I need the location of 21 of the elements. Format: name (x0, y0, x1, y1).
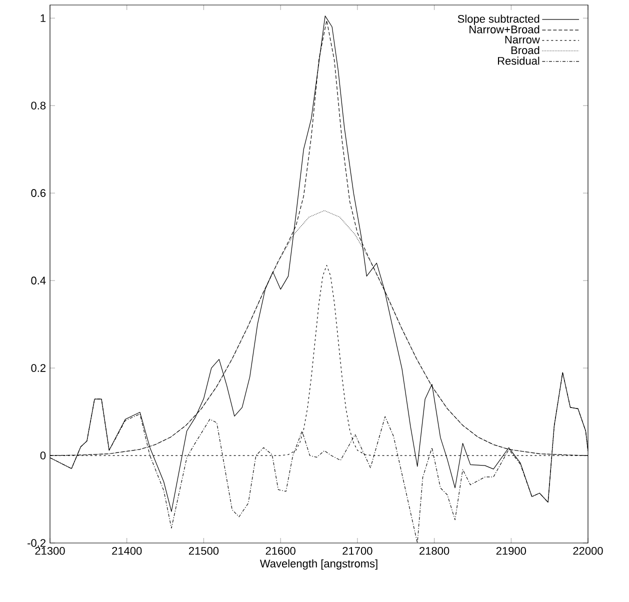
y-tick-label: 0.6 (31, 189, 46, 197)
y-tick-label: 0.2 (31, 364, 46, 372)
x-tick-label: 21600 (266, 546, 296, 555)
x-tick-label: 21900 (496, 546, 526, 555)
legend-label: Residual (498, 56, 540, 65)
legend-label: Narrow (505, 36, 540, 44)
y-tick-label: 0.4 (31, 276, 46, 284)
x-tick-label: 22000 (573, 546, 603, 555)
y-tick-label: 0.8 (31, 102, 46, 110)
y-tick-label: 0 (40, 452, 46, 460)
x-tick-label: 21800 (420, 546, 450, 555)
y-tick-label: 1 (40, 14, 46, 22)
legend-label: Narrow+Broad (470, 25, 540, 34)
legend-label: Slope subtracted (458, 14, 540, 25)
x-tick-label: 21300 (35, 546, 65, 555)
legend-label: Broad (511, 46, 540, 54)
x-tick-label: 21400 (112, 546, 142, 555)
y-tick-label: -0.2 (28, 539, 46, 547)
x-axis-title: Wavelength [angstroms] (260, 559, 378, 570)
x-tick-label: 21500 (188, 546, 219, 555)
x-tick-label: 21700 (342, 546, 372, 555)
